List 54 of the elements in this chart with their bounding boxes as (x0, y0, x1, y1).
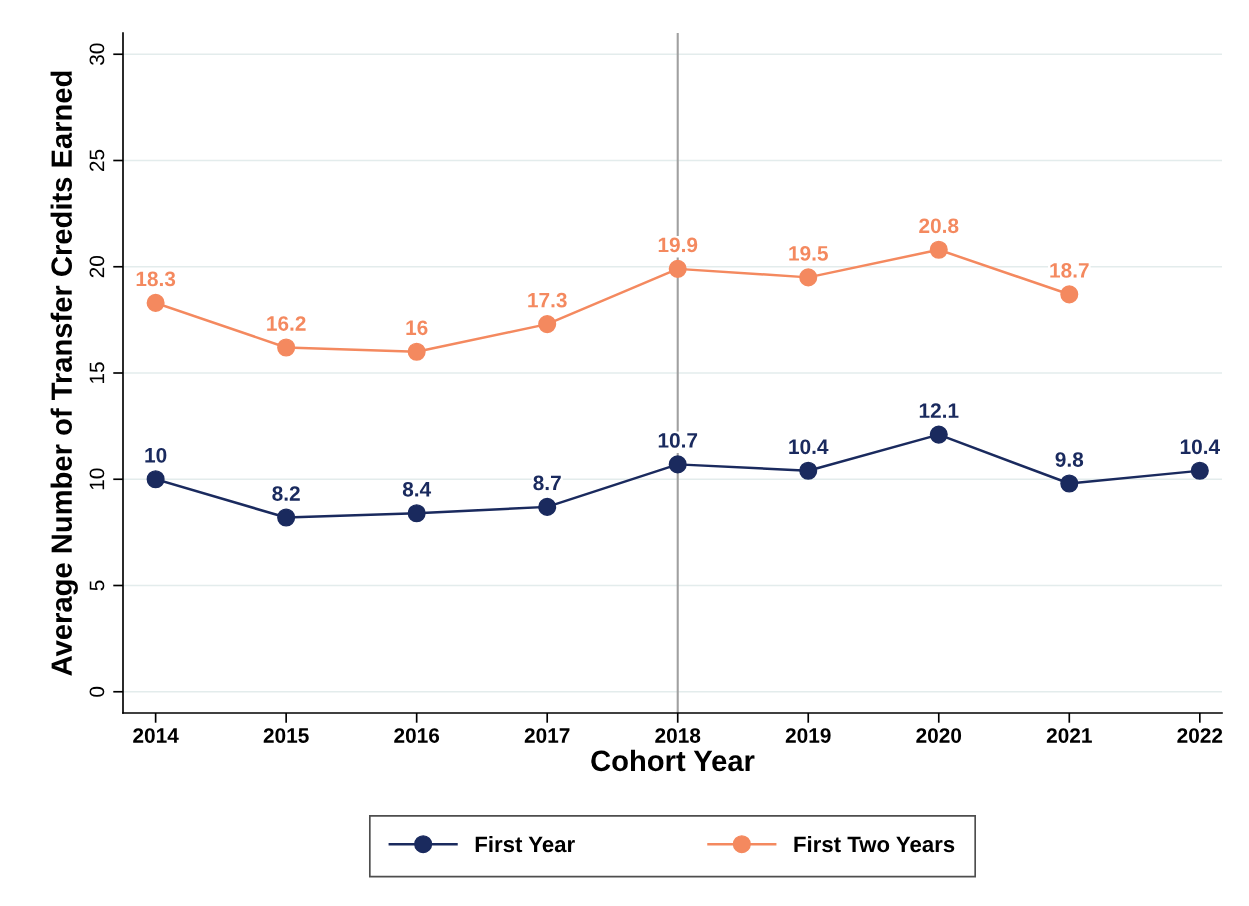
y-tick-label: 30 (89, 43, 105, 66)
data-label: 10.4 (789, 439, 829, 455)
data-label: 10.4 (1180, 439, 1220, 455)
x-tick-label: 2020 (916, 728, 962, 743)
x-tick-label: 2014 (133, 728, 179, 743)
y-tick-label: 25 (89, 149, 105, 172)
x-tick-label: 2015 (263, 728, 309, 743)
y-tick-label: 15 (89, 362, 105, 383)
point (1060, 285, 1079, 304)
legend-label: First Two Years (794, 835, 955, 853)
data-label: 12.1 (919, 403, 959, 418)
x-axis-title: Cohort Year (591, 749, 755, 772)
legend-label: First Year (475, 835, 575, 853)
x-tick-label: 2022 (1177, 728, 1223, 743)
point (668, 455, 687, 474)
point (1190, 461, 1209, 480)
data-label: 9.8 (1055, 452, 1084, 467)
x-tick-label: 2017 (524, 728, 570, 743)
point (538, 315, 557, 334)
point (668, 259, 687, 278)
point (929, 425, 948, 444)
y-tick-label: 0 (89, 686, 105, 697)
point (407, 342, 426, 361)
point (277, 338, 296, 357)
data-label: 8.2 (272, 486, 300, 501)
data-label: 19.5 (789, 246, 828, 261)
y-tick-label: 5 (89, 580, 105, 591)
point (146, 470, 165, 489)
point (407, 504, 426, 523)
point (146, 293, 165, 312)
y-tick-label: 10 (89, 468, 105, 490)
data-label: 16.2 (267, 316, 306, 331)
data-label: 16 (406, 320, 428, 336)
data-label: 17.3 (528, 292, 567, 308)
x-tick-label: 2016 (394, 728, 440, 743)
data-label: 18.7 (1050, 263, 1089, 278)
x-tick-label: 2021 (1046, 728, 1092, 743)
data-label: 10 (145, 447, 167, 463)
data-label: 8.4 (402, 481, 432, 497)
point (799, 268, 818, 287)
x-tick-label: 2018 (655, 728, 701, 743)
data-label: 20.8 (919, 218, 959, 234)
data-label: 8.7 (533, 475, 561, 491)
point (277, 508, 296, 527)
y-tick-label: 20 (89, 255, 105, 278)
point (538, 497, 557, 516)
x-tick-label: 2019 (785, 728, 831, 743)
point (1060, 474, 1079, 493)
data-label: 10.7 (658, 433, 698, 448)
point (799, 461, 818, 480)
point (929, 240, 948, 259)
data-label: 18.3 (136, 271, 176, 287)
y-axis-title: Average Number of Transfer Credits Earned (50, 71, 78, 676)
data-label: 19.9 (658, 237, 698, 253)
